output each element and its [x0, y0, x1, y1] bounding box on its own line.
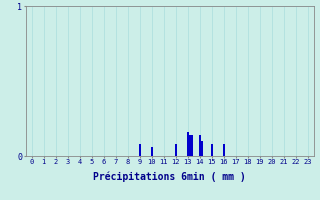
Bar	[189, 135, 191, 156]
Bar	[139, 144, 141, 156]
Bar	[201, 141, 203, 156]
Bar	[174, 144, 177, 156]
Bar	[198, 135, 201, 156]
Bar	[191, 135, 194, 156]
Bar	[211, 144, 213, 156]
Bar	[187, 132, 189, 156]
X-axis label: Précipitations 6min ( mm ): Précipitations 6min ( mm )	[93, 171, 246, 182]
Bar	[222, 144, 225, 156]
Bar	[150, 147, 153, 156]
